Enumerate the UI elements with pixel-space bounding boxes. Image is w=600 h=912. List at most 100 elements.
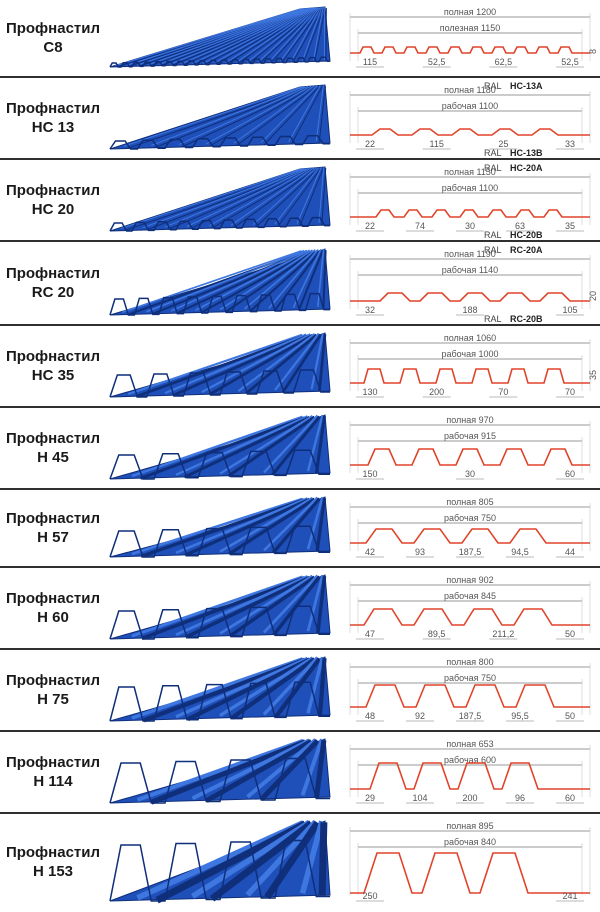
sheet-rib-shadow [281,333,322,394]
sheet-rib-shadow [318,822,328,896]
sheet-rib-highlight [219,496,314,553]
sheet-rib-shadow [225,250,316,313]
sheet-rib-highlight [269,7,319,62]
sheet-rib-shadow [274,657,322,719]
profile-model: RC 20 [31,284,75,301]
sheet-illustration [109,656,331,723]
segment-dimension-label: 89,5 [428,629,446,639]
sheet-rib-highlight [236,7,315,63]
segment-dimension-label: 105 [562,305,577,315]
segment-dimension-label: 250 [362,891,377,901]
full-width-label: полная 1200 [444,7,496,17]
profile-row: Профнастил Н 75 полная 800 рабочая 750 48 92 1… [0,648,600,732]
ral-label-bottom: RAL [484,148,502,157]
profile-title: Профнастил [5,348,101,365]
profile-row: Профнастил Н 57 полная 805 рабочая 750 42 93 1… [0,488,600,568]
profile-model: НС 13 [31,119,75,136]
sheet-rib-highlight [219,574,314,635]
profile-row: Профнастил НС 20 полная 1150 рабочая 1100 22… [0,158,600,242]
sheet-rib-highlight [315,85,324,142]
sheet-rib-shadow [181,86,311,148]
segment-dimension-label: 200 [462,793,477,803]
sheet-rib-highlight [268,249,319,309]
sheet-rib-highlight [296,167,322,224]
segment-dimension-label: 35 [565,221,575,231]
profile-cross-section [350,608,590,626]
sheet-illustration [109,574,331,641]
sheet-rib-shadow [317,658,327,716]
segment-dimension-label: 241 [562,891,577,901]
segment-dimension-label: 95,5 [511,711,529,721]
working-width-label: рабочая 1100 [442,101,498,111]
sheet-rib-shadow [314,8,326,62]
segment-dimension-label: 42 [365,547,375,557]
segment-dimension-label: 22 [365,139,375,149]
coating-code-a: НС-20А [510,163,543,173]
profile-dimension-drawing: полная 1150 рабочая 1100 22 74 30 63 35 RAL НС-2… [349,163,591,239]
profile-row: Профнастил Н 45 полная 970 рабочая 915 150 30… [0,406,600,490]
sheet-rib-highlight [306,414,324,472]
profile-model: Н 153 [32,863,74,880]
sheet-rib-highlight [225,7,314,64]
sheet-rib-highlight [175,575,309,637]
sheet-rib-highlight [300,738,324,797]
sheet-front-edge [109,605,330,640]
row-separator [0,240,600,242]
profile-row: Профнастил НС 13 полная 1180 рабочая 1100 22… [0,76,600,160]
profile-name: Профнастил Н 45 [4,429,102,467]
row-separator [0,566,600,568]
sheet-rib-highlight [164,333,307,395]
sheet-front-edge [109,56,330,68]
coating-code-b: НС-20В [510,230,543,239]
sheet-rib-highlight [208,167,312,227]
profile-cross-section [350,292,590,302]
full-width-label: полная 902 [446,575,493,585]
ral-label-bottom: RAL [484,314,502,323]
full-width-label: полная 1060 [444,333,496,343]
full-width-label: полная 1180 [444,85,496,95]
sheet-rib-highlight [206,85,312,145]
row-separator [0,76,600,78]
row-separator [0,812,600,814]
profile-title: Профнастил [5,510,101,527]
profile-title: Профнастил [5,844,101,861]
sheet-rib-highlight [131,497,303,556]
sheet-rib-shadow [182,8,311,66]
full-width-label: полная 1150 [444,167,496,177]
profile-cross-section [350,684,590,708]
working-width-label: рабочая 600 [444,755,496,765]
profile-row: Профнастил Н 153 полная 895 рабочая 840 250 2… [0,812,600,912]
working-width-label: полезная 1150 [440,23,501,33]
sheet-rib-shadow [153,87,307,149]
full-width-label: полная 653 [446,739,493,749]
sheet-rib-highlight [159,8,306,65]
profile-title: Профнастил [5,182,101,199]
segment-dimension-label: 33 [565,139,575,149]
full-width-label: полная 895 [446,821,493,831]
sheet-rib-highlight [291,7,322,62]
segment-dimension-label: 187,5 [459,547,482,557]
sheet-rib-highlight [175,415,308,476]
sheet-rib-highlight [262,656,319,716]
coating-code-a: НС-13А [510,81,543,91]
sheet-rib-shadow [292,8,324,63]
sheet-rib-shadow [204,8,313,65]
sheet-rib-shadow [263,86,320,146]
segment-dimension-label: 48 [365,711,375,721]
sheet-rib-shadow [314,415,326,474]
working-width-label: рабочая 1000 [441,349,498,359]
segment-dimension-label: 30 [465,221,475,231]
segment-dimension-label: 62,5 [495,57,513,67]
profile-cross-section [350,762,590,790]
coating-code-b: НС-13В [510,148,543,157]
sheet-illustration [109,248,331,316]
segment-dimension-label: 47 [365,629,375,639]
segment-dimension-label: 50 [565,711,575,721]
sheet-rib-highlight [191,819,311,899]
segment-dimension-label: 30 [465,469,475,479]
profile-model: Н 57 [37,529,69,546]
sheet-rib-shadow [316,575,327,634]
profile-dimension-drawing: полная 970 рабочая 915 150 30 60 [349,415,591,480]
sheet-rib-shadow [255,168,319,228]
profile-dimension-drawing: полная 1180 рабочая 1100 22 115 25 33 RAL НС-13… [349,81,591,157]
